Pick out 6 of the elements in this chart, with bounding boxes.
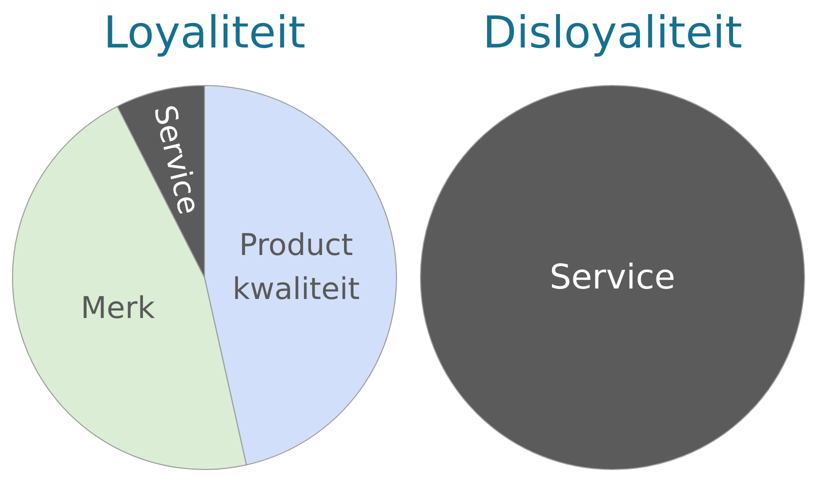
chart-title: Loyaliteit bbox=[104, 8, 306, 58]
slice-label: Service bbox=[146, 102, 206, 218]
chart-title: Disloyaliteit bbox=[482, 8, 742, 58]
slice-label: Merk bbox=[80, 291, 156, 326]
slice-label: Service bbox=[550, 258, 676, 298]
slice-label: Product kwaliteit bbox=[232, 228, 360, 307]
